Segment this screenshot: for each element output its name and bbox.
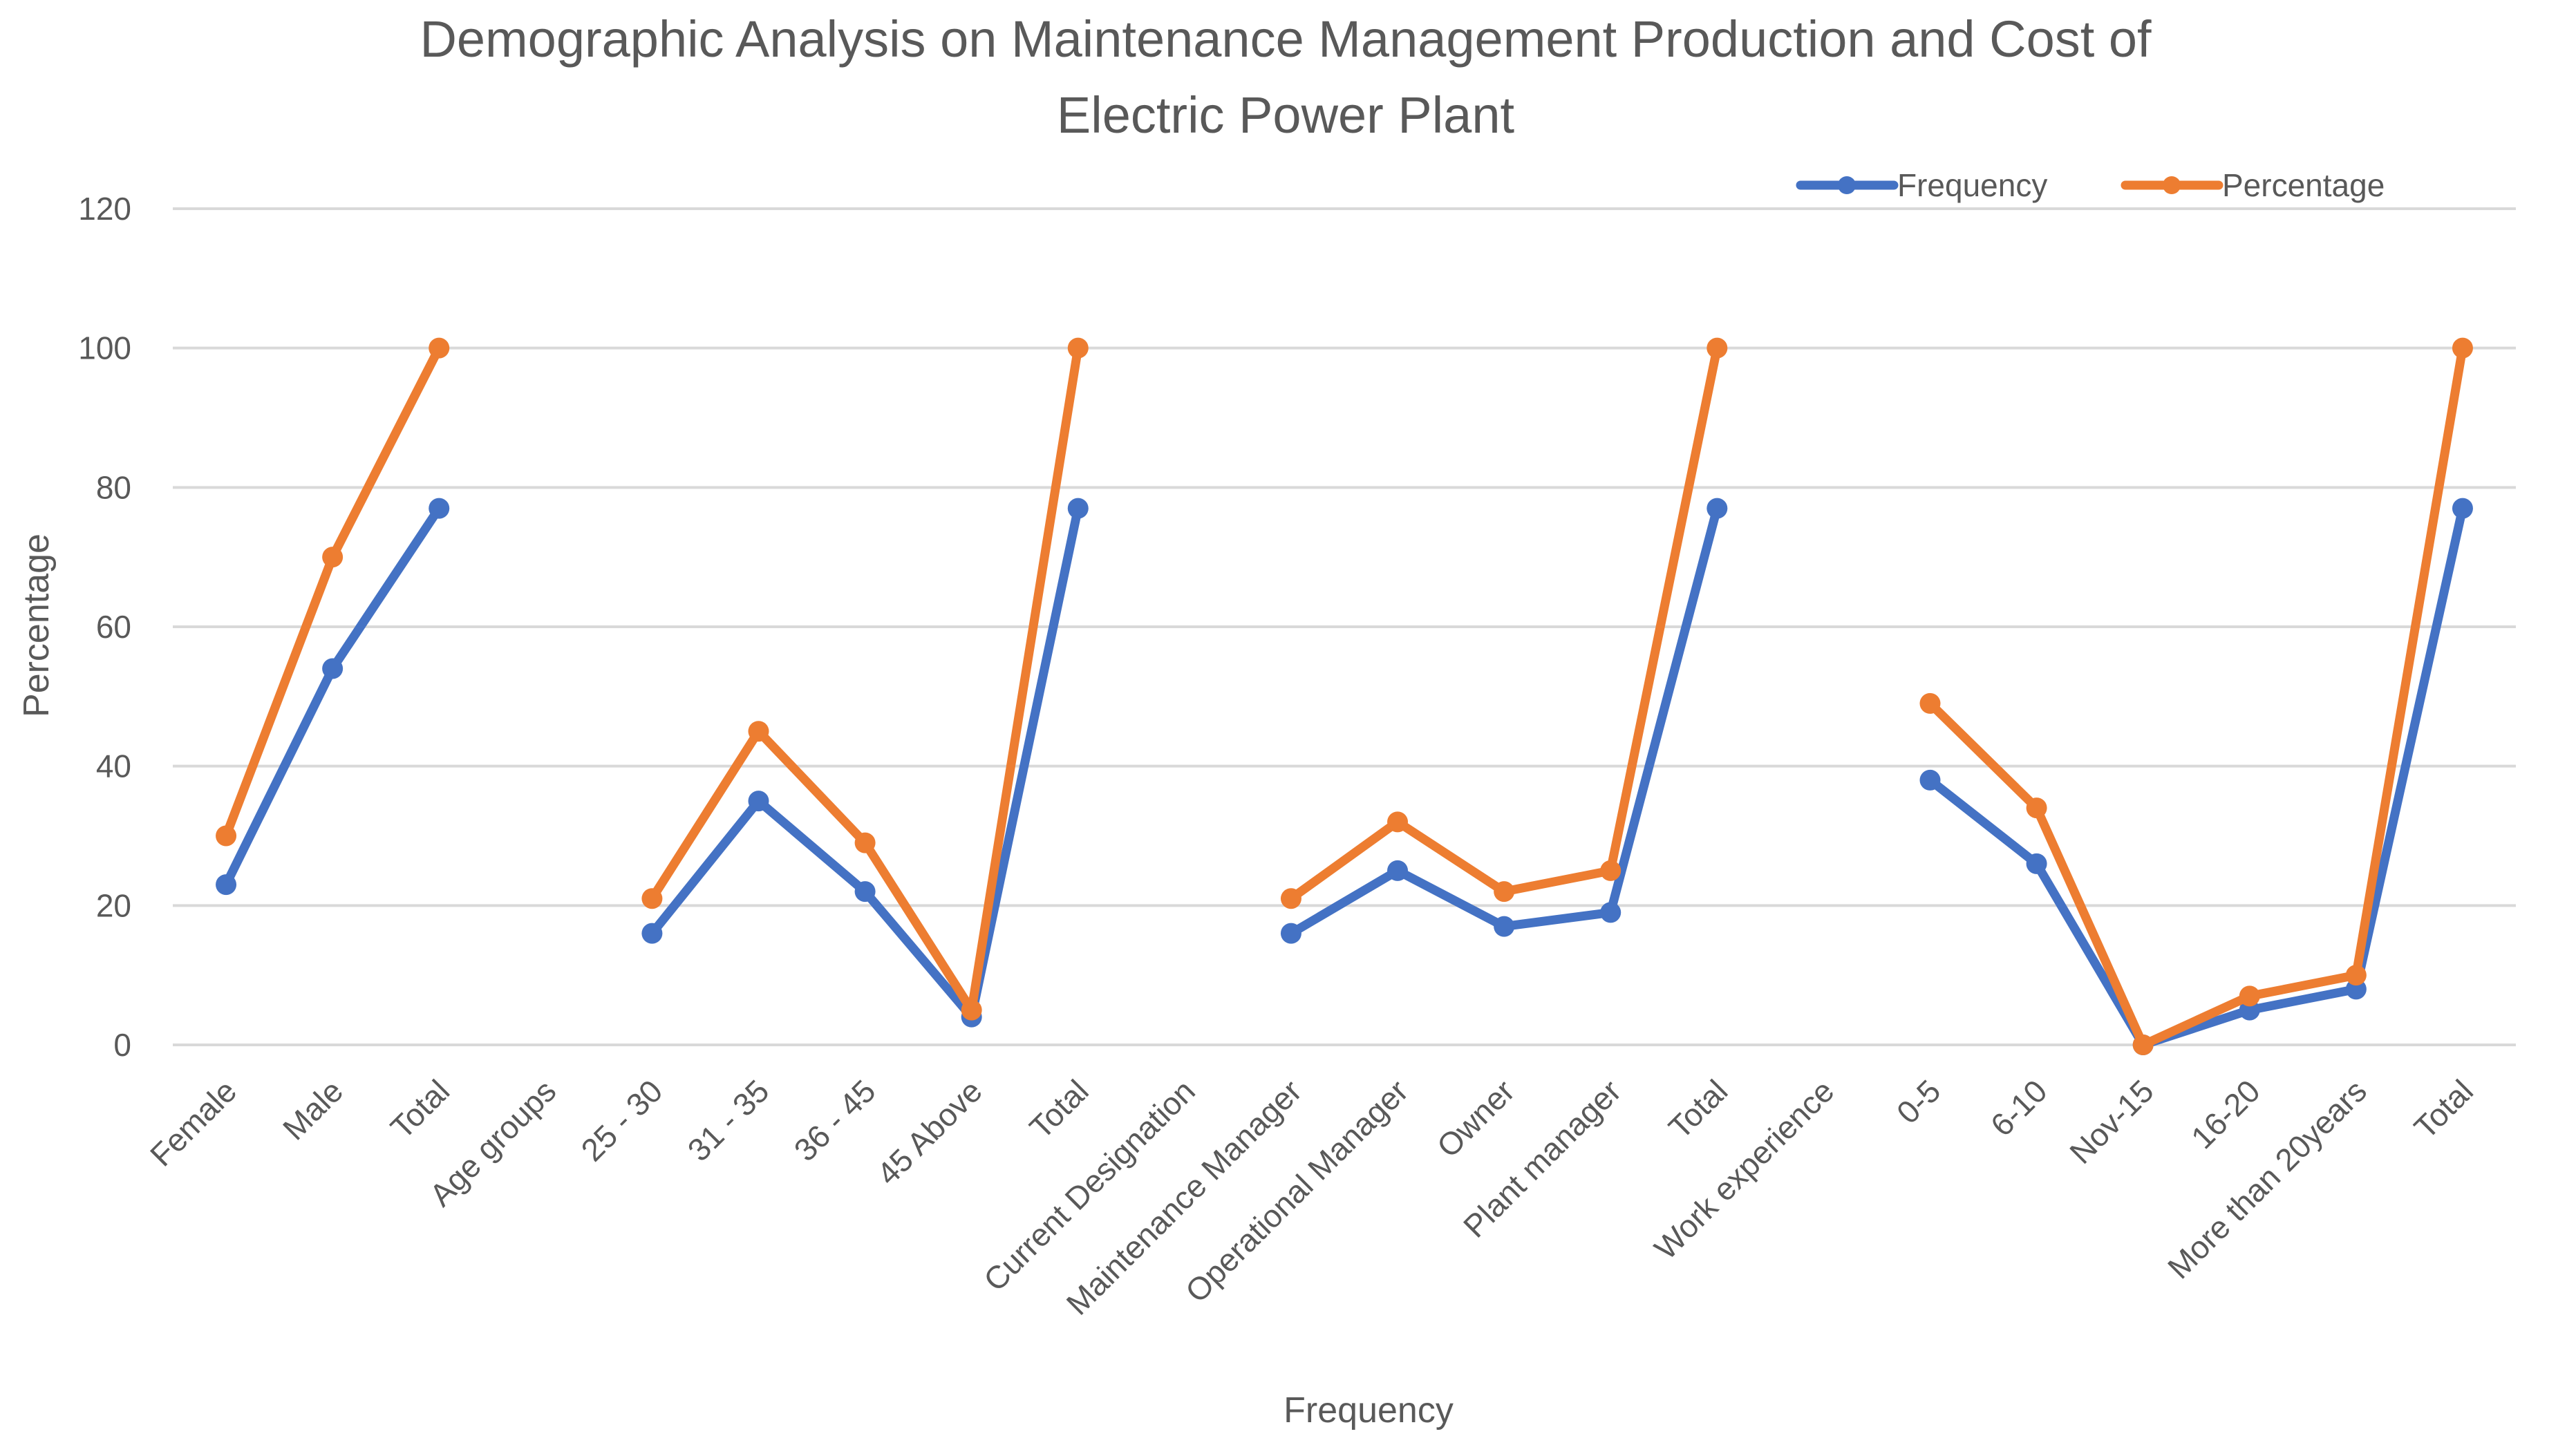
data-point: [216, 874, 237, 896]
x-tick-label: 45 Above: [869, 1073, 988, 1191]
data-point: [1600, 902, 1621, 923]
series-line: [221, 343, 444, 840]
series: [216, 337, 2473, 1055]
legend-label: Frequency: [1897, 167, 2047, 203]
x-tick-label: 0-5: [1890, 1073, 1948, 1131]
x-tick-label: Nov-15: [2062, 1073, 2161, 1171]
chart-title-line: Demographic Analysis on Maintenance Mana…: [420, 10, 2152, 68]
data-point: [1494, 916, 1515, 937]
data-point: [641, 888, 663, 909]
y-tick-label: 100: [78, 330, 131, 366]
data-point: [961, 999, 982, 1021]
data-point: [429, 498, 450, 519]
data-point: [748, 791, 769, 812]
y-tick-label: 20: [96, 887, 131, 923]
data-point: [2452, 498, 2473, 519]
chart-title-line: Electric Power Plant: [1057, 86, 1515, 144]
data-point: [2239, 985, 2260, 1007]
series-line: [1286, 504, 1722, 938]
data-point: [1707, 498, 1728, 519]
data-point: [2026, 797, 2047, 819]
data-point: [1067, 498, 1089, 519]
series-line: [1926, 343, 2467, 1050]
x-tick-label: Work experience: [1647, 1073, 1841, 1266]
data-point: [1067, 337, 1089, 359]
data-point: [1280, 888, 1301, 909]
data-point: [1919, 769, 1941, 791]
y-tick-label: 60: [96, 609, 131, 645]
data-point: [1387, 811, 1409, 833]
legend-label: Percentage: [2222, 167, 2385, 203]
x-tick-label: 6-10: [1984, 1073, 2054, 1143]
x-tick-label: Total: [1022, 1073, 1095, 1145]
data-point: [1280, 923, 1301, 944]
data-point: [1387, 860, 1409, 881]
y-tick-label: 80: [96, 469, 131, 505]
series-frequency: [216, 498, 2473, 1055]
x-tick-label: More than 20years: [2161, 1073, 2373, 1285]
data-point: [854, 881, 876, 903]
y-axis-ticks: 0 20 40 60 80 100 120: [78, 191, 131, 1063]
data-point: [322, 547, 344, 568]
data-point: [429, 337, 450, 359]
series-line: [647, 343, 1083, 1015]
data-point: [854, 832, 876, 853]
x-tick-label: 31 - 35: [681, 1073, 776, 1168]
data-point: [641, 923, 663, 944]
x-tick-label: Total: [1662, 1073, 1734, 1145]
x-tick-label: Total: [2407, 1073, 2480, 1145]
series-line: [1926, 504, 2467, 1050]
x-tick-label: Owner: [1430, 1073, 1522, 1164]
x-tick-label: Total: [384, 1073, 456, 1145]
legend-marker: [1838, 176, 1856, 194]
x-tick-label: 25 - 30: [574, 1073, 669, 1168]
x-axis-label: Frequency: [1284, 1390, 1454, 1430]
data-point: [1707, 337, 1728, 359]
data-point: [2132, 1035, 2154, 1055]
x-tick-label: Female: [143, 1073, 243, 1173]
x-tick-label: 16-20: [2184, 1073, 2267, 1155]
x-tick-label: 36 - 45: [787, 1073, 883, 1168]
series-percentage: [216, 337, 2473, 1055]
legend-item: Frequency: [1796, 167, 2047, 203]
x-tick-label: Current Designation: [977, 1073, 1202, 1298]
legend: Frequency Percentage: [1796, 167, 2385, 203]
y-axis-label: Percentage: [17, 533, 57, 717]
legend-marker: [2163, 176, 2181, 194]
chart-title: Demographic Analysis on Maintenance Mana…: [420, 10, 2152, 144]
data-point: [322, 658, 344, 679]
x-tick-label: Male: [276, 1073, 350, 1146]
y-tick-label: 0: [113, 1027, 131, 1063]
series-line: [1286, 343, 1722, 903]
data-point: [1600, 860, 1621, 881]
data-point: [1919, 692, 1941, 714]
data-point: [748, 721, 769, 742]
data-point: [2026, 853, 2047, 874]
legend-item: Percentage: [2121, 167, 2385, 203]
gridlines: [173, 207, 2516, 1046]
data-point: [2452, 337, 2473, 359]
data-point: [1494, 881, 1515, 903]
data-point: [2345, 965, 2367, 986]
data-point: [216, 825, 237, 847]
y-tick-label: 120: [78, 191, 131, 227]
y-tick-label: 40: [96, 748, 131, 784]
